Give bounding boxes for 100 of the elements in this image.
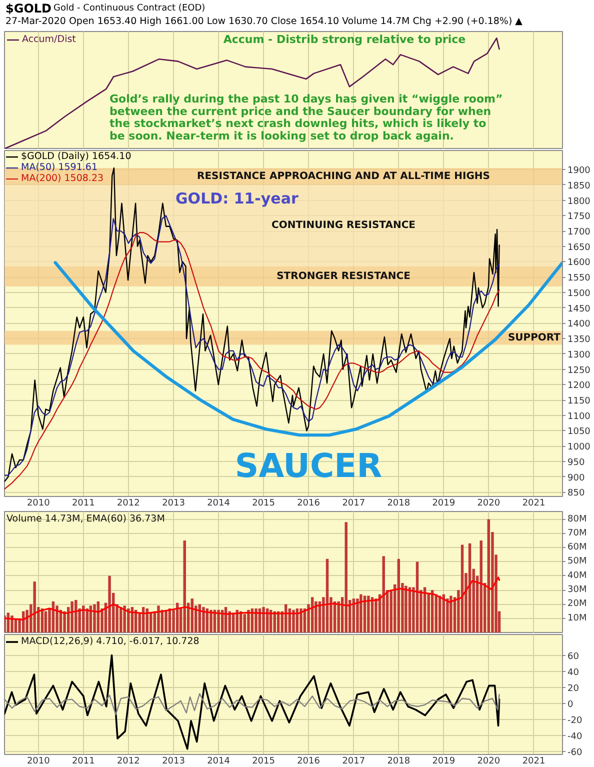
chart-title: $GOLD xyxy=(6,2,52,16)
y-tick-label: 900 xyxy=(568,473,585,484)
bar xyxy=(382,556,385,632)
y-tick-label: 1000 xyxy=(568,442,591,453)
y-tick-label: 1500 xyxy=(568,288,591,299)
line-series xyxy=(4,576,500,621)
x-tick-label: 2013 xyxy=(162,498,185,508)
bar xyxy=(446,598,449,632)
x-tick-label: 2016 xyxy=(297,498,320,508)
x-tick-label: 2015 xyxy=(252,498,275,508)
y-tick-label: 1050 xyxy=(568,427,591,438)
x-tick-label: 2020 xyxy=(477,756,500,766)
y-tick-label: 60M xyxy=(568,542,587,553)
y-tick-label: 80M xyxy=(568,514,587,524)
y-tick-label: 1900 xyxy=(568,166,591,176)
bar xyxy=(254,608,258,632)
legend-label: Accum/Dist xyxy=(22,34,76,45)
y-tick-label: 1350 xyxy=(568,335,591,346)
bar xyxy=(480,540,482,632)
bar xyxy=(356,598,359,632)
y-tick-label: 1450 xyxy=(568,304,591,314)
x-tick-label: 2010 xyxy=(26,498,50,508)
y-tick-label: 1300 xyxy=(568,350,591,360)
bar xyxy=(33,582,36,632)
bar xyxy=(82,606,85,632)
x-tick-label: 2014 xyxy=(207,498,230,508)
y-tick-label: 1700 xyxy=(568,228,591,238)
bar xyxy=(63,611,66,632)
annotation: Accum - Distrib strong relative to price xyxy=(223,33,466,46)
bar xyxy=(56,606,58,632)
x-tick-label: 2012 xyxy=(116,756,140,766)
x-tick-label: 2019 xyxy=(432,498,456,508)
x-tick-label: 2019 xyxy=(432,756,456,766)
x-tick-label: 2020 xyxy=(477,498,500,508)
line-series xyxy=(4,654,500,750)
bar xyxy=(44,611,48,632)
x-tick-label: 2010 xyxy=(26,756,50,766)
bar xyxy=(164,610,168,632)
x-tick-label: 2016 xyxy=(297,756,320,766)
x-tick-label: 2021 xyxy=(522,756,546,766)
bar xyxy=(10,616,14,632)
annotation: Gold’s rally during the past 10 days has given it “wiggle room” between the current price and the Saucer boundary for when the stockmarket’s next crash downleg hits, which is likely to be soon. Near-term it is looking set to drop back again. xyxy=(110,92,503,143)
y-tick-label: 1650 xyxy=(568,242,591,253)
x-tick-label: 2018 xyxy=(387,756,410,766)
y-tick-label: 1800 xyxy=(568,196,591,207)
y-tick-label: 70M xyxy=(568,528,587,538)
x-tick-label: 2011 xyxy=(72,756,95,766)
bar xyxy=(292,610,295,632)
band-label: STRONGER RESISTANCE xyxy=(276,270,411,282)
y-tick-label: 40M xyxy=(568,570,587,581)
text: 27-Mar-2020 Open 1653.40 High 1661.00 Low 1630.70 Close 1654.10 Volume 14.7M Chg +2.90 (+0.18%) ▲ xyxy=(6,16,524,27)
y-tick-label: 1400 xyxy=(568,320,591,330)
bar xyxy=(344,522,348,632)
y-tick-label: -60 xyxy=(568,748,582,758)
x-tick-label: 2014 xyxy=(207,756,230,766)
annotation: GOLD: 11-year xyxy=(176,190,299,208)
bar xyxy=(360,594,362,632)
y-tick-label: -40 xyxy=(568,732,582,742)
line-series xyxy=(54,261,562,437)
bar xyxy=(416,562,419,632)
y-tick-label: 1100 xyxy=(568,412,591,422)
y-tick-label: 1550 xyxy=(568,274,591,284)
bar xyxy=(314,601,318,632)
x-tick-label: 2015 xyxy=(252,756,275,766)
y-tick-label: 1850 xyxy=(568,181,591,192)
y-tick-label: 1150 xyxy=(568,396,591,407)
annotation: SAUCER xyxy=(234,446,382,485)
bar xyxy=(93,604,96,632)
x-tick-label: 2012 xyxy=(116,498,140,508)
bar xyxy=(397,558,400,632)
x-tick-label: 2013 xyxy=(162,756,185,766)
legend-label: MA(50) 1591.61 xyxy=(21,162,98,173)
bar xyxy=(300,608,302,632)
bar xyxy=(247,610,250,632)
bar xyxy=(374,598,378,632)
x-tick-label: 2021 xyxy=(522,498,546,508)
bar xyxy=(326,558,329,632)
y-tick-label: -20 xyxy=(568,716,582,726)
y-tick-label: 1250 xyxy=(568,366,591,376)
y-tick-label: 0 xyxy=(568,700,574,710)
bar xyxy=(487,519,490,632)
bar xyxy=(157,606,160,632)
y-tick-label: 1600 xyxy=(568,258,591,268)
y-tick-label: 10M xyxy=(568,613,587,624)
legend-label: MA(200) 1508.23 xyxy=(21,173,104,184)
y-tick-label: 20 xyxy=(568,684,580,694)
bar xyxy=(210,610,212,632)
bar xyxy=(262,607,265,632)
band-label: SUPPORT xyxy=(508,332,561,344)
bar xyxy=(108,576,111,632)
bar xyxy=(404,586,408,632)
y-tick-label: 950 xyxy=(568,458,585,468)
bar xyxy=(367,596,370,632)
y-tick-label: 30M xyxy=(568,585,587,596)
bar xyxy=(217,610,220,632)
y-tick-label: 50M xyxy=(568,556,587,567)
band-label: CONTINUING RESISTANCE xyxy=(272,220,416,232)
legend-label: $GOLD (Daily) 1654.10 xyxy=(21,151,132,162)
bar xyxy=(127,608,130,632)
chart-subtitle: Gold - Continuous Contract (EOD) xyxy=(54,4,206,14)
